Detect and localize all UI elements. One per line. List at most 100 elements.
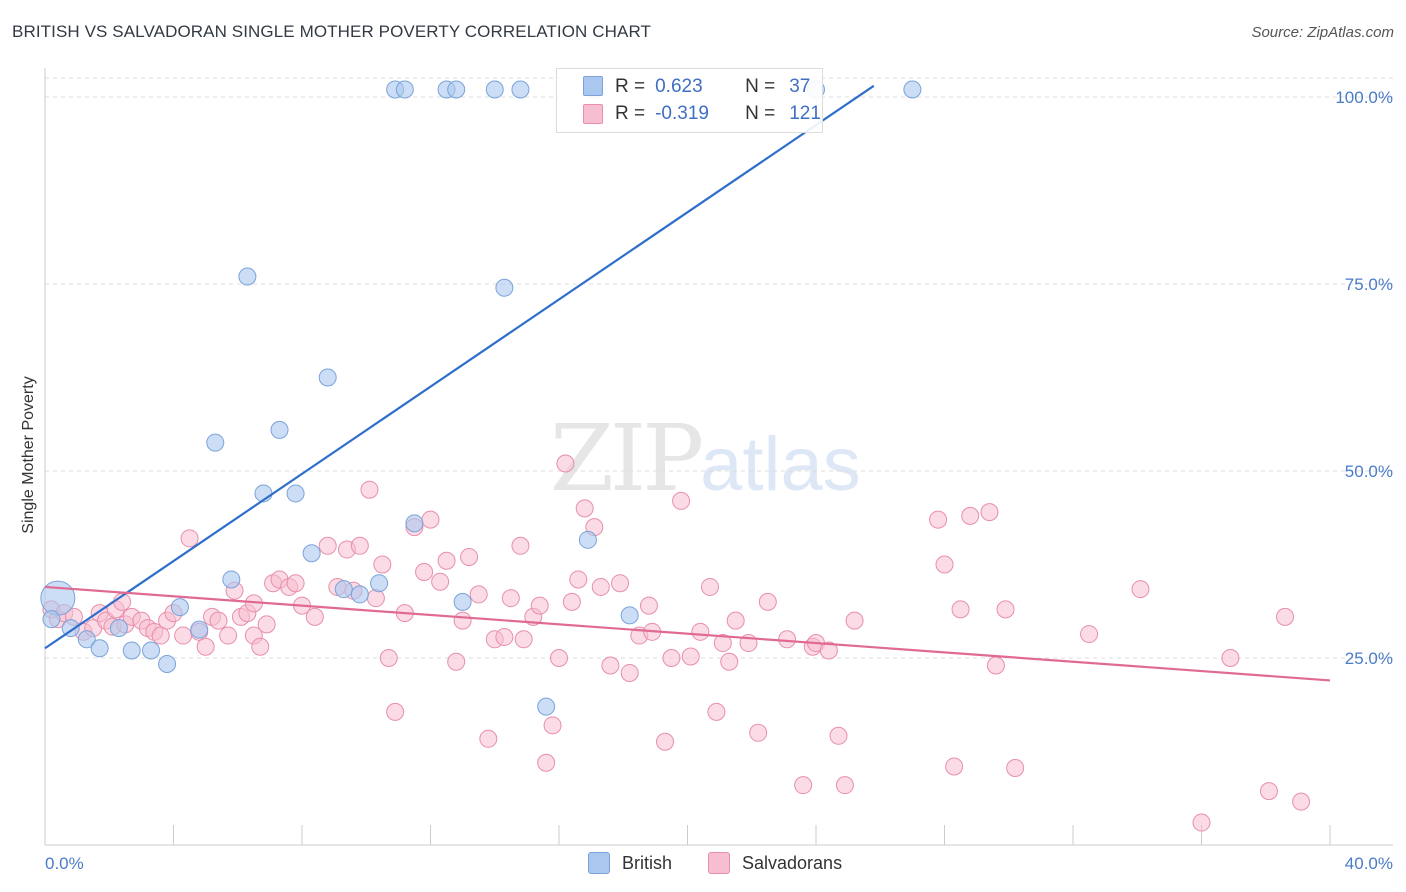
- salvadorans-point: [286, 574, 305, 593]
- salvadorans-point: [720, 652, 739, 671]
- salvadorans-point: [835, 776, 854, 795]
- correlation-legend: R = 0.623 N = 37 R = -0.319 N = 121: [556, 68, 823, 133]
- salvadorans-point: [620, 663, 639, 682]
- salvadorans-point: [713, 634, 732, 653]
- salvadorans-point: [1259, 782, 1278, 801]
- british-point: [350, 585, 369, 604]
- salvadorans-point: [681, 647, 700, 666]
- british-point: [447, 80, 466, 99]
- british-point: [318, 368, 337, 387]
- salvadorans-swatch: [583, 104, 603, 124]
- british-trend-line: [44, 84, 875, 650]
- british-point: [190, 620, 209, 639]
- british-point: [122, 641, 141, 660]
- salvadorans-point: [1006, 758, 1025, 777]
- salvadorans-point: [219, 626, 238, 645]
- british-point: [334, 580, 353, 599]
- salvadorans-point: [1292, 792, 1311, 811]
- salvadorans-stats-row: R = -0.319 N = 121: [615, 102, 821, 126]
- salvadorans-point: [180, 529, 199, 548]
- salvadorans-point: [556, 454, 575, 473]
- british-point: [158, 654, 177, 673]
- salvadorans-point: [437, 551, 456, 570]
- salvadorans-point: [980, 503, 999, 522]
- british-r-label: R =: [615, 76, 646, 97]
- salvadorans-point: [386, 702, 405, 721]
- salvadorans-point: [1221, 649, 1240, 667]
- british-point: [109, 619, 128, 638]
- grid-lines: [45, 77, 1393, 659]
- salvadorans-point: [726, 611, 745, 630]
- tick-labels: 25.0% 50.0% 75.0% 100.0% 0.0% 40.0%: [45, 88, 1393, 873]
- salvadorans-point: [562, 592, 581, 611]
- british-point: [286, 484, 305, 503]
- axes: [44, 68, 1393, 846]
- salvadorans-point: [749, 723, 768, 742]
- salvadorans-point: [611, 574, 630, 593]
- legend-salvadorans-swatch: [708, 852, 730, 874]
- salvadorans-point: [656, 732, 675, 751]
- salvadorans-point: [530, 596, 549, 615]
- british-point: [206, 433, 225, 452]
- salvadorans-point: [196, 637, 215, 656]
- salvadorans-point: [1131, 580, 1150, 599]
- salvadorans-point: [935, 555, 954, 574]
- salvadorans-n-label: N =: [745, 103, 776, 124]
- y-tick-label: 25.0%: [1345, 649, 1393, 668]
- salvadorans-n-value: 121: [789, 103, 821, 124]
- legend-british-swatch: [588, 852, 610, 874]
- salvadorans-point: [829, 726, 848, 745]
- salvadorans-point: [479, 729, 498, 748]
- salvadorans-point: [700, 577, 719, 596]
- british-point: [903, 80, 922, 99]
- british-point: [370, 574, 389, 593]
- british-point: [620, 606, 639, 625]
- salvadorans-point: [945, 757, 964, 776]
- salvadorans-point: [421, 510, 440, 529]
- salvadorans-point: [431, 572, 450, 591]
- salvadorans-point: [447, 652, 466, 671]
- salvadorans-point: [151, 626, 170, 645]
- salvadorans-point: [257, 615, 276, 634]
- british-point: [511, 80, 530, 99]
- salvadorans-point: [961, 506, 980, 525]
- y-tick-label: 75.0%: [1345, 275, 1393, 294]
- salvadorans-point: [639, 596, 658, 615]
- salvadorans-point: [350, 536, 369, 555]
- salvadorans-r-value: -0.319: [655, 103, 709, 124]
- legend-british-label: British: [622, 852, 673, 873]
- salvadorans-point: [318, 536, 337, 555]
- salvadorans-point: [819, 641, 838, 660]
- salvadorans-point: [360, 480, 379, 499]
- salvadorans-point: [537, 753, 556, 772]
- salvadorans-point: [453, 611, 472, 630]
- british-n-label: N =: [745, 76, 776, 97]
- british-point: [77, 630, 96, 649]
- legend-salvadorans-label: Salvadorans: [742, 852, 843, 873]
- salvadorans-point: [778, 630, 797, 649]
- british-point: [222, 570, 241, 589]
- salvadorans-point: [1276, 607, 1295, 626]
- salvadorans-point: [174, 626, 193, 645]
- salvadorans-point: [996, 600, 1015, 619]
- salvadorans-point: [373, 555, 392, 574]
- salvadorans-point: [569, 570, 588, 589]
- british-point: [578, 530, 597, 549]
- british-point: [42, 610, 61, 629]
- salvadorans-point: [251, 637, 270, 656]
- british-point: [90, 639, 109, 658]
- salvadorans-point: [929, 510, 948, 529]
- trend-lines: [44, 84, 1331, 682]
- salvadorans-point: [550, 649, 568, 667]
- salvadorans-point: [495, 628, 514, 647]
- legend-item-salvadorans[interactable]: Salvadorans: [708, 852, 842, 874]
- salvadorans-point: [575, 499, 594, 518]
- salvadorans-trend-line: [44, 585, 1331, 682]
- salvadorans-point: [794, 776, 813, 795]
- salvadorans-point: [543, 716, 562, 735]
- salvadorans-point: [601, 656, 620, 675]
- legend-item-british[interactable]: British: [588, 852, 672, 874]
- salvadorans-point: [672, 491, 691, 510]
- x-tick-label: 40.0%: [1345, 854, 1393, 873]
